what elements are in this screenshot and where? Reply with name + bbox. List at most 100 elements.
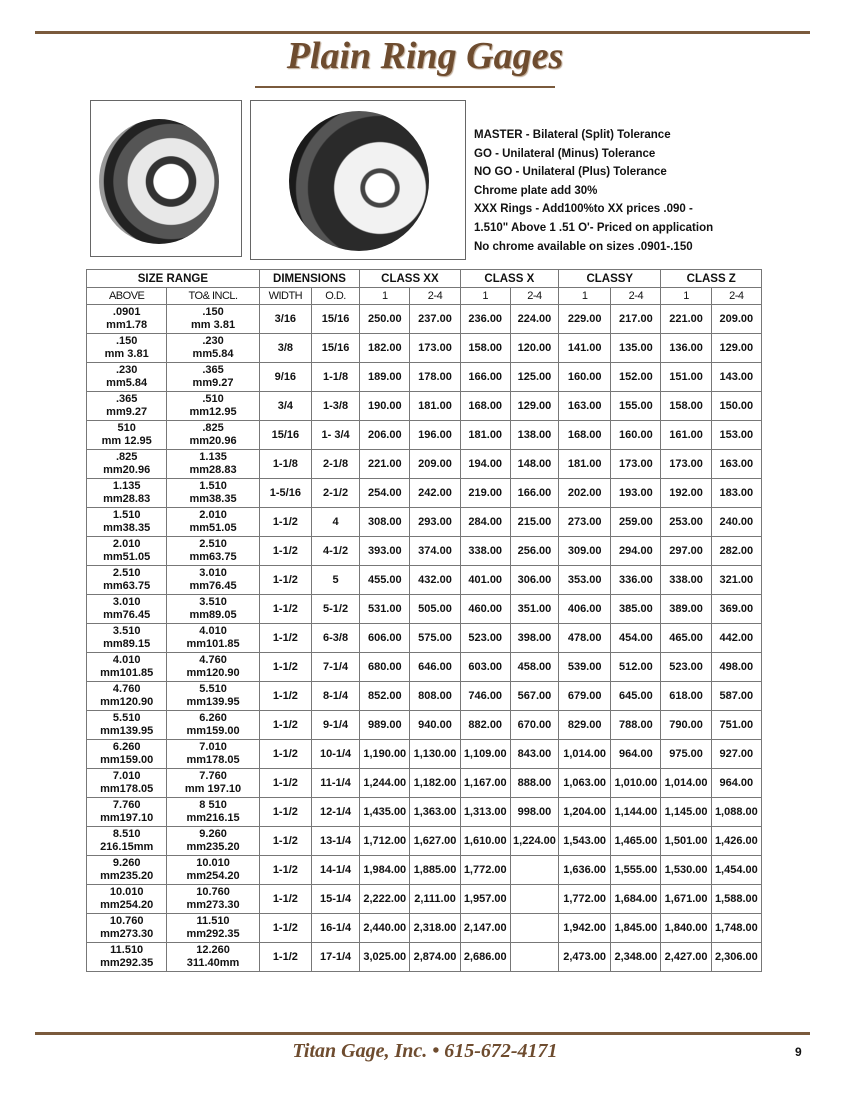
- price-cell: 306.00: [509, 565, 560, 595]
- price-cell: 193.00: [610, 478, 662, 508]
- price-cell: 454.00: [610, 623, 662, 653]
- price-cell: 1,454.00: [710, 855, 763, 885]
- price-cell: 465.00: [660, 623, 712, 653]
- sub-header: ABOVE: [85, 287, 168, 305]
- size-metric: mm 3.81: [191, 319, 236, 331]
- group-header-row: SIZE RANGE DIMENSIONS CLASS XX CLASS X CLASS…: [86, 269, 762, 288]
- price-cell: 338.00: [459, 536, 511, 566]
- price-cell: 135.00: [610, 333, 662, 363]
- price-cell: [509, 942, 560, 972]
- size-inch: .0901: [112, 306, 141, 318]
- price-cell: 253.00: [660, 507, 712, 537]
- size-metric: mm63.75: [189, 551, 237, 563]
- size-metric: mm 197.10: [184, 783, 242, 795]
- price-cell: 336.00: [610, 565, 662, 595]
- price-cell: 148.00: [509, 449, 560, 479]
- size-metric: mm 3.81: [104, 348, 149, 360]
- size-cell: 7.010 mm178.05: [85, 768, 168, 798]
- price-cell: 206.00: [359, 420, 411, 450]
- size-inch: 4.760: [199, 654, 227, 666]
- size-cell: 5.510 mm139.95: [85, 710, 168, 740]
- size-cell: 2.010 mm51.05: [166, 507, 260, 537]
- note-line: 1.510" Above 1 .51 O'- Priced on applica…: [474, 221, 714, 234]
- table-row: 6.260 mm159.00 7.010 mm178.05 1-1/2 10-1/4 1,1…: [85, 739, 763, 769]
- size-cell: 9.260 mm235.20: [85, 855, 168, 885]
- price-cell: 294.00: [610, 536, 662, 566]
- price-cell: 1,772.00: [459, 855, 511, 885]
- sub-header: TO& INCL.: [166, 287, 260, 305]
- dimension-cell: 1-1/2: [258, 826, 312, 856]
- price-cell: 1,130.00: [409, 739, 461, 769]
- dimension-cell: 5: [310, 565, 361, 595]
- dimension-cell: 1-1/2: [258, 594, 312, 624]
- size-cell: 2.510 mm63.75: [85, 565, 168, 595]
- table-row: 5.510 mm139.95 6.260 mm159.00 1-1/2 9-1/4 989.…: [85, 710, 763, 740]
- price-cell: 1,204.00: [558, 797, 612, 827]
- size-cell: 3.010 mm76.45: [85, 594, 168, 624]
- size-inch: 4.010: [199, 625, 227, 637]
- size-metric: mm139.95: [186, 696, 240, 708]
- price-cell: 829.00: [558, 710, 612, 740]
- price-cell: 215.00: [509, 507, 560, 537]
- dimension-cell: 1-5/16: [258, 478, 312, 508]
- price-cell: 1,063.00: [558, 768, 612, 798]
- size-cell: 1.135 mm28.83: [166, 449, 260, 479]
- price-cell: 1,014.00: [558, 739, 612, 769]
- price-cell: 1,627.00: [409, 826, 461, 856]
- size-inch: 510: [117, 422, 136, 434]
- price-cell: 603.00: [459, 652, 511, 682]
- price-cell: 2,874.00: [409, 942, 461, 972]
- price-cell: 1,555.00: [610, 855, 662, 885]
- price-cell: 151.00: [660, 362, 712, 392]
- dimension-cell: 4: [310, 507, 361, 537]
- price-cell: 351.00: [509, 594, 560, 624]
- size-metric: mm63.75: [103, 580, 151, 592]
- size-metric: mm5.84: [106, 377, 148, 389]
- price-cell: 309.00: [558, 536, 612, 566]
- size-cell: 4.760 mm120.90: [85, 681, 168, 711]
- price-cell: 460.00: [459, 594, 511, 624]
- price-cell: 852.00: [359, 681, 411, 711]
- size-metric: mm51.05: [189, 522, 237, 534]
- dimension-cell: 1-1/8: [310, 362, 361, 392]
- price-cell: 173.00: [409, 333, 461, 363]
- price-cell: 1,244.00: [359, 768, 411, 798]
- dimension-cell: 1-1/2: [258, 768, 312, 798]
- price-cell: 2,222.00: [359, 884, 411, 914]
- size-metric: mm12.95: [189, 406, 237, 418]
- price-cell: 129.00: [710, 333, 763, 363]
- size-cell: 2.010 mm51.05: [85, 536, 168, 566]
- dimension-cell: 1-1/2: [258, 652, 312, 682]
- price-cell: 152.00: [610, 362, 662, 392]
- price-cell: 2,306.00: [710, 942, 763, 972]
- table-row: 2.010 mm51.05 2.510 mm63.75 1-1/2 4-1/2 393.00…: [85, 536, 763, 566]
- price-cell: 512.00: [610, 652, 662, 682]
- size-inch: 3.510: [199, 596, 227, 608]
- size-inch: 10.760: [109, 915, 144, 927]
- price-cell: 1,845.00: [610, 913, 662, 943]
- size-metric: mm235.20: [100, 870, 154, 882]
- dimension-cell: 1-1/2: [258, 884, 312, 914]
- size-metric: mm292.35: [100, 957, 154, 969]
- size-metric: 216.15mm: [100, 841, 154, 853]
- note-line: XXX Rings - Add100%to XX prices .090 -: [474, 203, 693, 216]
- size-metric: mm9.27: [106, 406, 148, 418]
- price-cell: 202.00: [558, 478, 612, 508]
- price-cell: 1,636.00: [558, 855, 612, 885]
- size-cell: 2.510 mm63.75: [166, 536, 260, 566]
- price-cell: 401.00: [459, 565, 511, 595]
- table-row: 1.510 mm38.35 2.010 mm51.05 1-1/2 4 308.00 293.…: [85, 507, 763, 537]
- size-metric: mm101.85: [100, 667, 154, 679]
- size-inch: 2.010: [199, 509, 227, 521]
- dimension-cell: 1-1/8: [258, 449, 312, 479]
- price-cell: 1,167.00: [459, 768, 511, 798]
- size-cell: 3.510 mm89.05: [166, 594, 260, 624]
- size-metric: mm273.30: [100, 928, 154, 940]
- price-cell: 567.00: [509, 681, 560, 711]
- price-cell: 1,712.00: [359, 826, 411, 856]
- price-cell: 136.00: [660, 333, 712, 363]
- size-cell: .825 mm20.96: [85, 449, 168, 479]
- price-cell: 374.00: [409, 536, 461, 566]
- price-cell: [509, 855, 560, 885]
- price-cell: 1,224.00: [509, 826, 560, 856]
